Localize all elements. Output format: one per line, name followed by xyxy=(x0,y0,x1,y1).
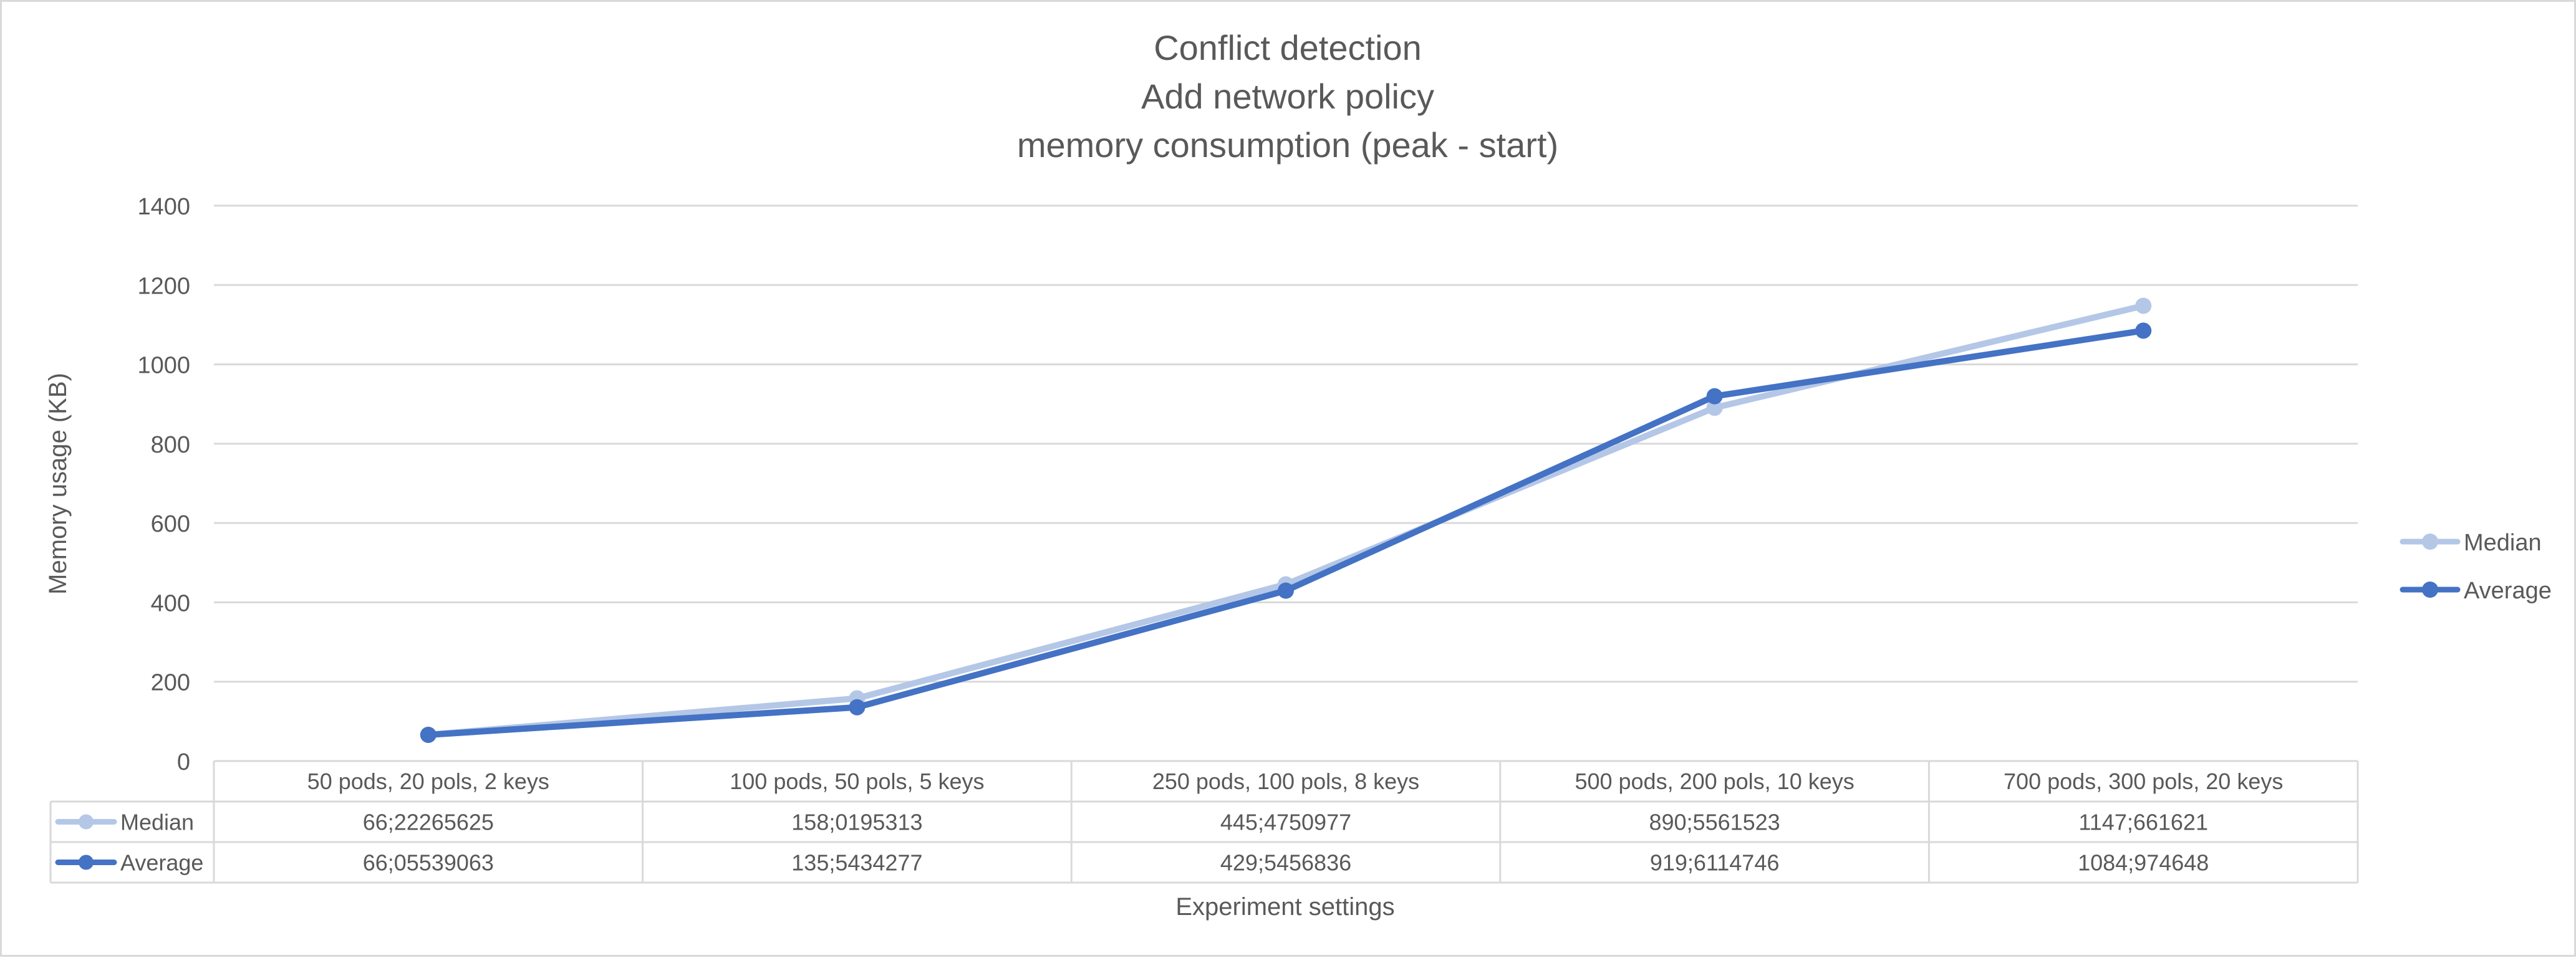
data-point xyxy=(2135,322,2152,339)
table-cell: 429;5456836 xyxy=(1220,850,1351,876)
legend: Median Average xyxy=(2400,530,2552,604)
y-tick-label: 600 xyxy=(151,511,190,537)
chart-title-line: Conflict detection xyxy=(1154,28,1422,67)
table-row-label: Average xyxy=(120,850,203,876)
table-legend-key-marker xyxy=(79,855,94,870)
x-axis-label: Experiment settings xyxy=(1175,893,1394,921)
data-point xyxy=(1706,388,1723,405)
y-tick-label: 1400 xyxy=(137,194,190,220)
legend-key-marker xyxy=(2422,534,2438,550)
x-tick-label: 700 pods, 300 pols, 20 keys xyxy=(2004,769,2283,794)
data-point xyxy=(420,726,437,743)
table-cell: 135;5434277 xyxy=(791,850,922,876)
y-axis-ticks: 0 200 400 600 800 1000 1200 1400 xyxy=(137,194,190,775)
table-row-label: Median xyxy=(120,810,194,835)
chart-title-line: Add network policy xyxy=(1141,77,1434,116)
data-table: 50 pods, 20 pols, 2 keys 100 pods, 50 pol… xyxy=(49,760,2359,884)
table-cell: 445;4750977 xyxy=(1220,810,1351,835)
y-tick-label: 200 xyxy=(151,670,190,696)
legend-label: Median xyxy=(2464,530,2542,556)
table-cell: 66;22265625 xyxy=(363,810,494,835)
x-tick-label: 50 pods, 20 pols, 2 keys xyxy=(307,769,549,794)
gridlines xyxy=(214,204,2358,762)
y-tick-label: 0 xyxy=(177,749,190,775)
table-cell: 890;5561523 xyxy=(1649,810,1780,835)
data-point xyxy=(1706,400,1723,416)
table-cell: 66;05539063 xyxy=(363,850,494,876)
table-cell: 919;6114746 xyxy=(1650,850,1780,876)
data-point xyxy=(1278,582,1294,599)
table-legend-key-marker xyxy=(79,814,94,830)
data-point xyxy=(849,699,866,716)
legend-label: Average xyxy=(2464,578,2552,604)
series-line-average xyxy=(425,327,2147,738)
chart-title: Conflict detection Add network policy memo… xyxy=(1017,28,1558,165)
data-point xyxy=(2135,297,2152,314)
table-cell: 1147;661621 xyxy=(2078,810,2208,835)
y-tick-label: 800 xyxy=(151,432,190,458)
table-cell: 1084;974648 xyxy=(2078,850,2209,876)
y-axis-label: Memory usage (KB) xyxy=(44,373,72,595)
series-lines xyxy=(420,297,2152,743)
y-tick-label: 1200 xyxy=(137,273,190,299)
y-tick-label: 400 xyxy=(151,590,190,616)
x-tick-label: 500 pods, 200 pols, 10 keys xyxy=(1575,769,1854,794)
chart-title-line: memory consumption (peak - start) xyxy=(1017,125,1558,165)
table-cell: 158;0195313 xyxy=(791,810,922,835)
x-tick-label: 250 pods, 100 pols, 8 keys xyxy=(1152,769,1419,794)
y-tick-label: 1000 xyxy=(137,353,190,379)
x-tick-label: 100 pods, 50 pols, 5 keys xyxy=(730,769,984,794)
legend-key-marker xyxy=(2422,582,2438,598)
